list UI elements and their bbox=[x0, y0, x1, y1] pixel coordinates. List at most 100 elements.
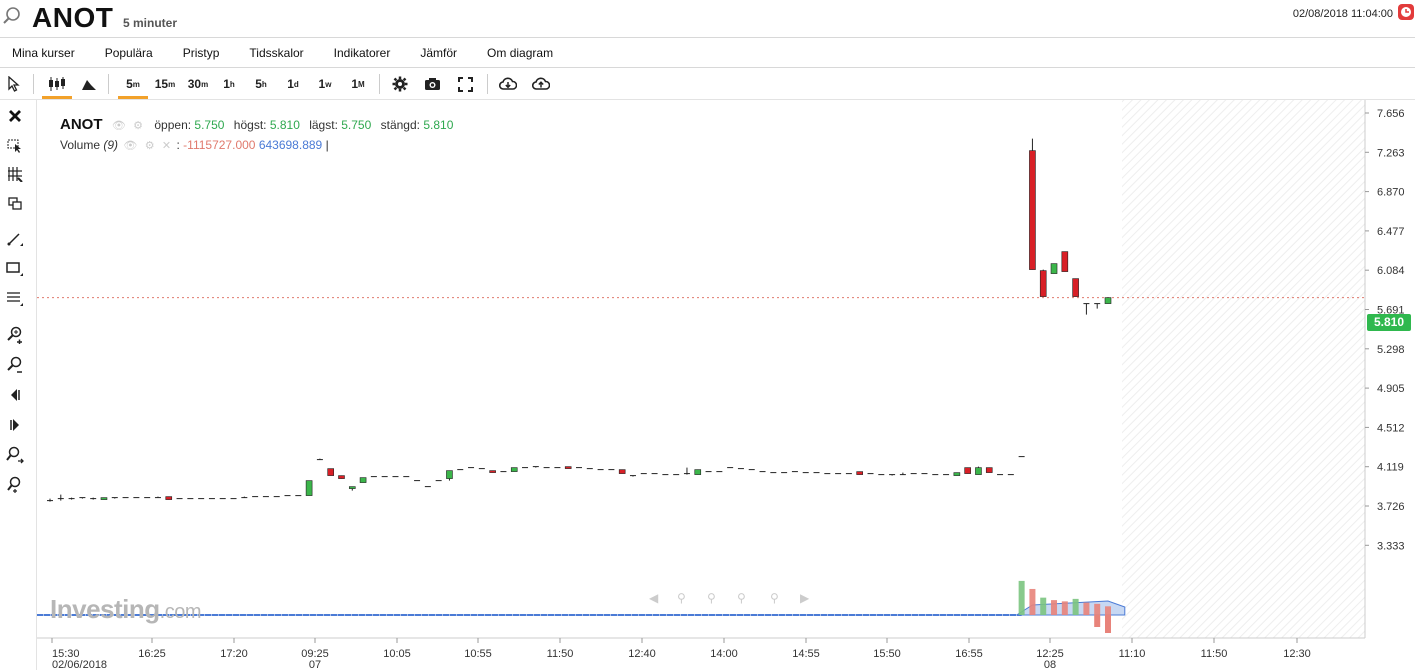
candle-body bbox=[446, 470, 453, 479]
candle bbox=[975, 466, 982, 475]
candle-body bbox=[165, 496, 173, 500]
investing-logo: Investing.com bbox=[50, 594, 201, 625]
candle-body bbox=[1061, 251, 1069, 272]
cursor-icon[interactable] bbox=[4, 71, 24, 97]
y-tick-label: 4.905 bbox=[1377, 383, 1405, 395]
candle bbox=[165, 496, 173, 500]
candle-body bbox=[1072, 278, 1079, 297]
menu-mina-kurser[interactable]: Mina kurser bbox=[12, 45, 75, 60]
candle bbox=[79, 497, 86, 499]
candle-body bbox=[1104, 297, 1112, 304]
candle bbox=[446, 470, 453, 481]
logo-brand: Investing bbox=[50, 594, 160, 624]
legend-eye-icon[interactable]: 👁 bbox=[111, 120, 126, 132]
candle bbox=[889, 474, 896, 476]
select-cursor-icon[interactable] bbox=[4, 134, 26, 156]
candle bbox=[489, 470, 496, 473]
candle bbox=[629, 475, 636, 477]
candle bbox=[68, 497, 75, 500]
volume-bar bbox=[1051, 600, 1058, 615]
resolution-15m-button[interactable]: 15 m bbox=[151, 71, 179, 97]
candle bbox=[899, 472, 906, 476]
x-tick-label: 16:25 bbox=[138, 648, 166, 660]
legend-gear-icon[interactable]: ⚙ bbox=[133, 120, 144, 132]
close-icon[interactable] bbox=[4, 105, 26, 127]
y-tick-label: 3.333 bbox=[1377, 540, 1405, 552]
price-chart[interactable]: ◀ ⚲ ⚲ ⚲ ⚲ ▶ 7.656 7.263 6.870 6.477 6.084 5.691 5.2… bbox=[37, 100, 1415, 670]
y-tick-label: 6.870 bbox=[1377, 187, 1405, 199]
candle bbox=[1050, 263, 1058, 274]
copy-icon[interactable] bbox=[4, 193, 26, 215]
candlestick-icon[interactable] bbox=[42, 71, 72, 99]
volume-close-icon[interactable]: ✕ bbox=[161, 140, 172, 152]
volume-value-2: 643698.889 bbox=[258, 138, 323, 152]
fibonacci-icon[interactable] bbox=[4, 288, 26, 310]
volume-separator: : bbox=[176, 138, 180, 152]
camera-icon[interactable] bbox=[421, 71, 443, 97]
volume-bar bbox=[1105, 615, 1111, 633]
search-icon[interactable] bbox=[2, 6, 22, 26]
resolution-30m-button[interactable]: 30 m bbox=[183, 71, 213, 97]
clock-icon[interactable] bbox=[1397, 3, 1415, 21]
volume-eye-icon[interactable]: 👁 bbox=[123, 140, 138, 152]
x-tick-label: 11:10 bbox=[1119, 648, 1146, 660]
separator bbox=[487, 74, 488, 94]
settings-gear-icon[interactable] bbox=[389, 71, 411, 97]
candle bbox=[510, 467, 518, 472]
candle bbox=[154, 496, 161, 499]
candle bbox=[964, 467, 971, 474]
res-unit: M bbox=[358, 79, 365, 89]
chart-area[interactable]: ◀ ⚲ ⚲ ⚲ ⚲ ▶ 7.656 7.263 6.870 6.477 6.084 5.691 5.2… bbox=[37, 100, 1415, 670]
last-price-tag: 5.810 bbox=[1367, 314, 1411, 331]
menu-pristyp[interactable]: Pristyp bbox=[182, 45, 220, 60]
area-chart-icon[interactable] bbox=[78, 71, 100, 97]
scroll-right-icon[interactable] bbox=[4, 414, 26, 436]
zoom-in-icon[interactable] bbox=[4, 324, 26, 346]
rectangle-icon[interactable] bbox=[4, 258, 26, 280]
candle-body bbox=[305, 480, 313, 496]
candle bbox=[316, 458, 323, 461]
scroll-left-icon[interactable] bbox=[4, 384, 26, 406]
y-tick-label: 3.726 bbox=[1377, 501, 1405, 513]
menu-om-diagram[interactable]: Om diagram bbox=[487, 45, 554, 60]
candle bbox=[1072, 278, 1079, 297]
candle-body bbox=[338, 475, 345, 479]
reset-zoom-icon[interactable] bbox=[4, 474, 26, 496]
volume-bar bbox=[1083, 602, 1090, 615]
x-tick-label: 15:50 bbox=[873, 648, 901, 660]
y-tick-label: 5.691 bbox=[1377, 305, 1405, 317]
zoom-out-icon[interactable] bbox=[4, 354, 26, 376]
res-unit: m bbox=[168, 79, 176, 89]
separator bbox=[33, 74, 34, 94]
logo-suffix: .com bbox=[159, 601, 202, 623]
cloud-upload-icon[interactable] bbox=[530, 71, 552, 97]
trend-line-icon[interactable] bbox=[4, 228, 26, 250]
res-unit: w bbox=[325, 79, 332, 89]
menu-tidsskalor[interactable]: Tidsskalor bbox=[249, 45, 304, 60]
fullscreen-icon[interactable] bbox=[454, 71, 476, 97]
candle-body bbox=[975, 467, 982, 475]
candle-body bbox=[510, 467, 518, 472]
res-base: 30 bbox=[187, 77, 202, 91]
y-tick-label: 6.084 bbox=[1377, 265, 1405, 277]
cloud-download-icon[interactable] bbox=[497, 71, 519, 97]
volume-label: Volume bbox=[60, 138, 101, 152]
menu-jamfor[interactable]: Jämför bbox=[420, 45, 458, 60]
separator bbox=[379, 74, 380, 94]
y-tick-label: 6.477 bbox=[1377, 226, 1405, 238]
volume-average-area bbox=[37, 600, 1126, 616]
menu-indikatorer[interactable]: Indikatorer bbox=[333, 45, 391, 60]
zoom-previous-icon[interactable] bbox=[4, 444, 26, 466]
candle bbox=[618, 469, 626, 474]
crosshair-lines-icon[interactable] bbox=[4, 163, 26, 185]
menu-populara[interactable]: Populära bbox=[104, 45, 153, 60]
volume-gear-icon[interactable]: ⚙ bbox=[144, 140, 155, 152]
symbol-title: ANOT bbox=[32, 2, 114, 33]
